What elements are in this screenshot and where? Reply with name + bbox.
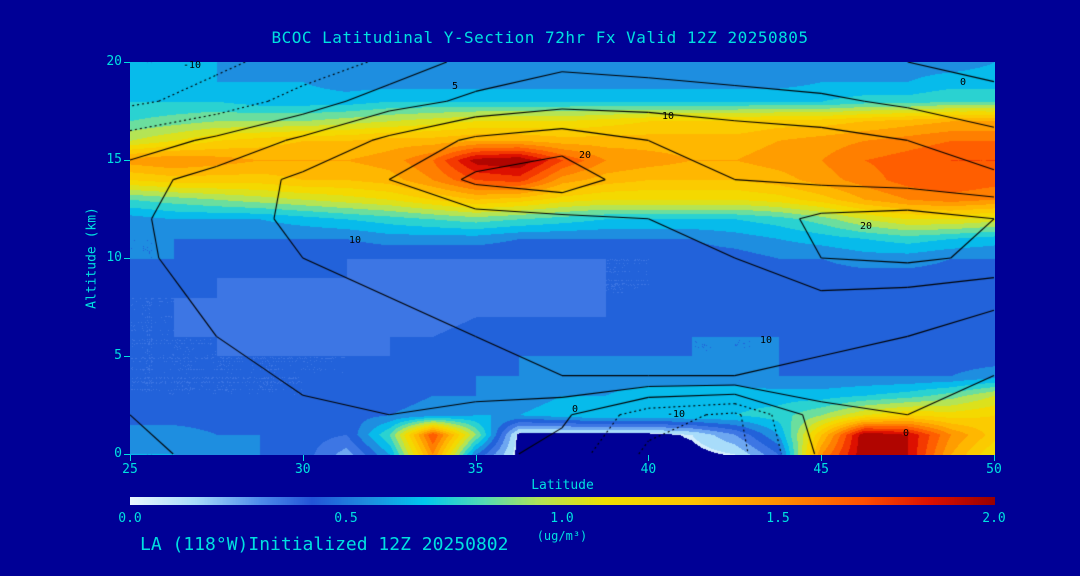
contour-value-label: 5 [451,81,459,92]
y-tick-mark [124,258,130,259]
ysection-canvas [130,62,995,455]
y-tick-label: 20 [106,54,122,69]
x-tick-mark [821,455,823,461]
x-tick-label: 40 [640,462,657,477]
contour-value-label: -10 [666,409,686,420]
y-tick-mark [124,160,130,161]
init-caption: LA (118°W)Initialized 12Z 20250802 [140,534,509,555]
x-tick-label: 30 [294,462,311,477]
x-tick-label: 50 [986,462,1002,477]
contour-value-label: 10 [759,335,773,346]
x-tick-label: 35 [467,462,484,477]
contour-value-label: -10 [182,60,202,71]
colorbar-tick-label: 1.5 [766,511,790,526]
contour-value-label: 20 [859,221,873,232]
x-tick-label: 45 [813,462,830,477]
colorbar-tick-label: 2.0 [982,511,1006,526]
x-tick-mark [130,455,131,461]
x-tick-mark [648,455,650,461]
colorbar-tick-label: 1.0 [550,511,574,526]
y-tick-mark [124,454,130,455]
contour-value-label: 0 [902,428,910,439]
contour-value-label: 10 [661,111,675,122]
x-tick-label: 25 [122,462,138,477]
contour-value-label: 10 [348,235,362,246]
colorbar [130,497,995,505]
x-tick-mark [302,455,304,461]
x-axis-label: Latitude [531,478,594,493]
x-tick-mark [994,455,995,461]
x-tick-mark [475,455,477,461]
y-tick-mark [124,356,130,357]
y-tick-label: 15 [106,152,122,167]
colorbar-tick-label: 0.0 [118,511,142,526]
contour-value-label: 0 [571,404,579,415]
plot-title: BCOC Latitudinal Y-Section 72hr Fx Valid… [271,28,809,47]
y-tick-label: 10 [106,250,122,265]
contour-value-label: 20 [578,150,592,161]
plot-area: -10 0 5 10 20 10 20 10 0 -10 0 [130,60,995,455]
colorbar-tick-label: 0.5 [334,511,358,526]
y-tick-label: 0 [114,446,122,461]
contour-value-label: 0 [959,77,967,88]
y-tick-mark [124,62,130,63]
y-tick-label: 5 [114,348,122,363]
colorbar-units-label: (ug/m³) [536,529,588,543]
